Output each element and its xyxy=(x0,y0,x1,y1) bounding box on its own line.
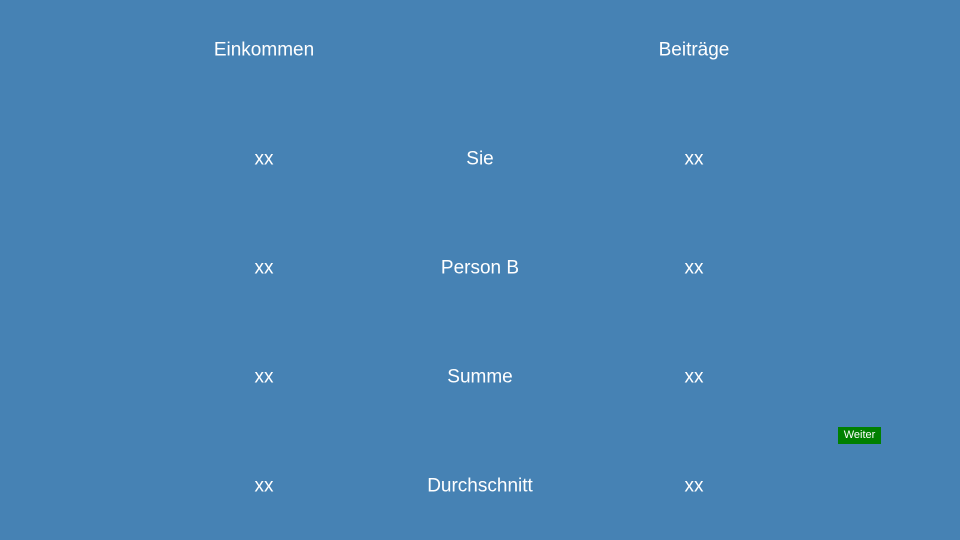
row-average-contribution: xx xyxy=(684,475,704,497)
row-sum-income: xx xyxy=(254,366,274,388)
row-person-b-contribution: xx xyxy=(684,257,704,279)
next-button[interactable]: Weiter xyxy=(838,427,881,444)
income-header: Einkommen xyxy=(213,39,315,61)
row-person-b-income: xx xyxy=(254,257,274,279)
row-sum-contribution: xx xyxy=(684,366,704,388)
row-average-label: Durchschnitt xyxy=(427,475,533,497)
row-average-income: xx xyxy=(254,475,274,497)
row-you-contribution: xx xyxy=(684,148,704,170)
row-person-b-label: Person B xyxy=(440,257,520,279)
row-sum-label: Summe xyxy=(447,366,513,388)
row-you-label: Sie xyxy=(466,148,494,170)
row-you-income: xx xyxy=(254,148,274,170)
contributions-header: Beiträge xyxy=(658,39,730,61)
